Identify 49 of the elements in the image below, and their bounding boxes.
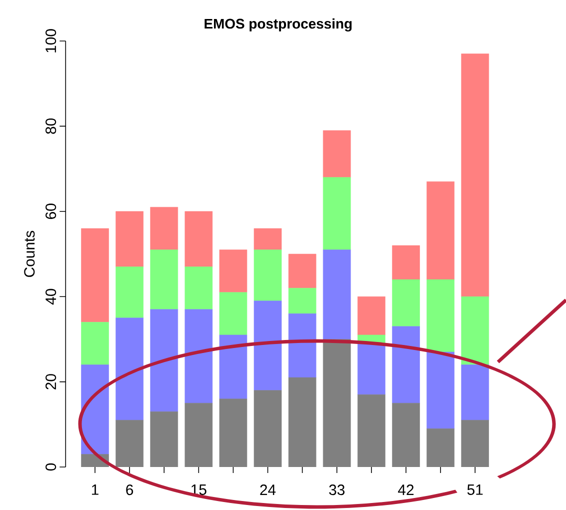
bar [116, 266, 144, 318]
y-axis-title: Counts [24, 230, 35, 277]
bar [426, 279, 454, 352]
bar [392, 245, 420, 280]
bar [426, 352, 454, 429]
bar [219, 292, 248, 336]
x-tick-label: 24 [260, 484, 276, 495]
bar [288, 254, 316, 288]
bar [392, 279, 420, 327]
bar [322, 130, 351, 178]
bar [426, 181, 454, 280]
bar [81, 364, 109, 454]
bar [358, 343, 386, 395]
y-tick-label: 0 [46, 463, 56, 471]
x-tick-label: 33 [329, 484, 345, 496]
bar [254, 250, 282, 302]
bar [461, 364, 489, 420]
bar [184, 309, 213, 404]
chart-title: EMOS postprocessing [204, 18, 352, 32]
bar [288, 288, 316, 314]
bar [288, 313, 316, 378]
bar [254, 300, 282, 390]
bar [219, 334, 248, 399]
bar [358, 296, 386, 336]
bar [392, 326, 420, 404]
bar [184, 266, 213, 310]
bar [254, 228, 282, 250]
y-tick-label: 100 [46, 29, 56, 52]
y-tick-label: 20 [46, 374, 56, 390]
y-tick-label: 40 [46, 288, 56, 305]
x-tick-label: 6 [126, 484, 134, 496]
x-tick-label: 1 [92, 484, 98, 495]
bar [461, 54, 489, 297]
bar [116, 318, 144, 420]
bar [219, 250, 248, 292]
y-tick-label: 80 [46, 118, 56, 134]
bar [81, 322, 109, 365]
x-tick-label: 42 [398, 484, 414, 495]
y-tick-label: 60 [46, 204, 56, 219]
bar [184, 211, 213, 267]
bar [461, 296, 489, 365]
bar [116, 211, 144, 267]
bar [322, 177, 351, 250]
bar [150, 309, 178, 412]
bar [150, 250, 178, 310]
bar [322, 250, 351, 340]
x-tick-label: 51 [467, 484, 483, 495]
bar [81, 228, 109, 322]
bar [150, 206, 178, 250]
